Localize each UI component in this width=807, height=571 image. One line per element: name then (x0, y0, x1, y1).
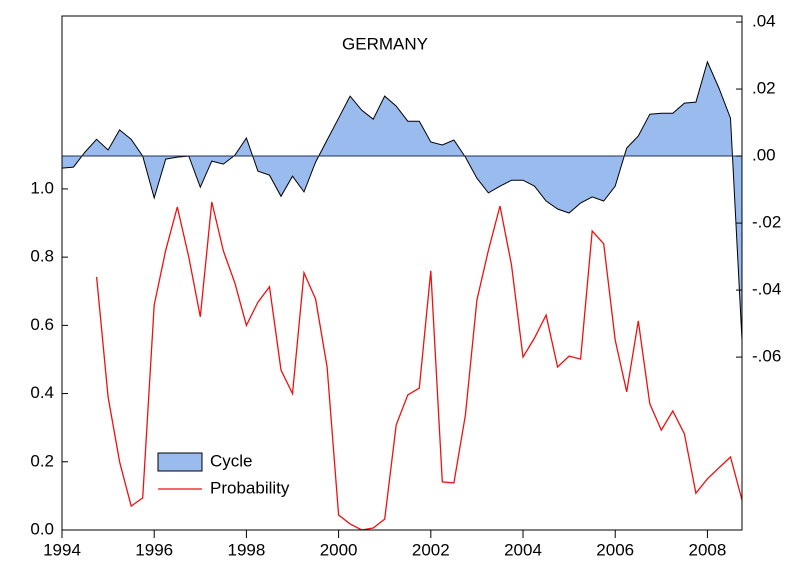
legend-label: Cycle (210, 451, 253, 470)
y-tick-label: 0.6 (30, 315, 54, 334)
chart-title: GERMANY (342, 34, 428, 53)
y-tick-label: 0.0 (30, 519, 54, 538)
x-tick-label: 1996 (135, 540, 173, 559)
x-tick-label: 2006 (596, 540, 634, 559)
y-tick-label: 0.8 (30, 247, 54, 266)
y-tick-label: 1.0 (30, 178, 54, 197)
line (95, 201, 743, 531)
x-tick-label: 2002 (412, 540, 450, 559)
y2-tick-label: -.06 (752, 347, 781, 366)
area (62, 61, 742, 341)
y2-tick-label: .04 (752, 12, 776, 31)
y2-tick-label: -.04 (752, 280, 781, 299)
area-line (61, 60, 743, 341)
plot-area (62, 16, 742, 530)
x-tick-label: 1998 (227, 540, 265, 559)
x-tick-label: 2004 (504, 540, 542, 559)
legend-swatch (157, 452, 203, 472)
x-tick-label: 2000 (320, 540, 358, 559)
plot-frame (61, 15, 743, 531)
y2-tick-label: .00 (752, 146, 776, 165)
y2-tick-label: .02 (752, 79, 776, 98)
x-tick-label: 2008 (689, 540, 727, 559)
y-tick-label: 0.4 (30, 383, 54, 402)
legend-label: Probability (210, 478, 290, 497)
y-tick-label: 0.2 (30, 451, 54, 470)
y2-tick-label: -.02 (752, 213, 781, 232)
x-tick-label: 1994 (43, 540, 81, 559)
